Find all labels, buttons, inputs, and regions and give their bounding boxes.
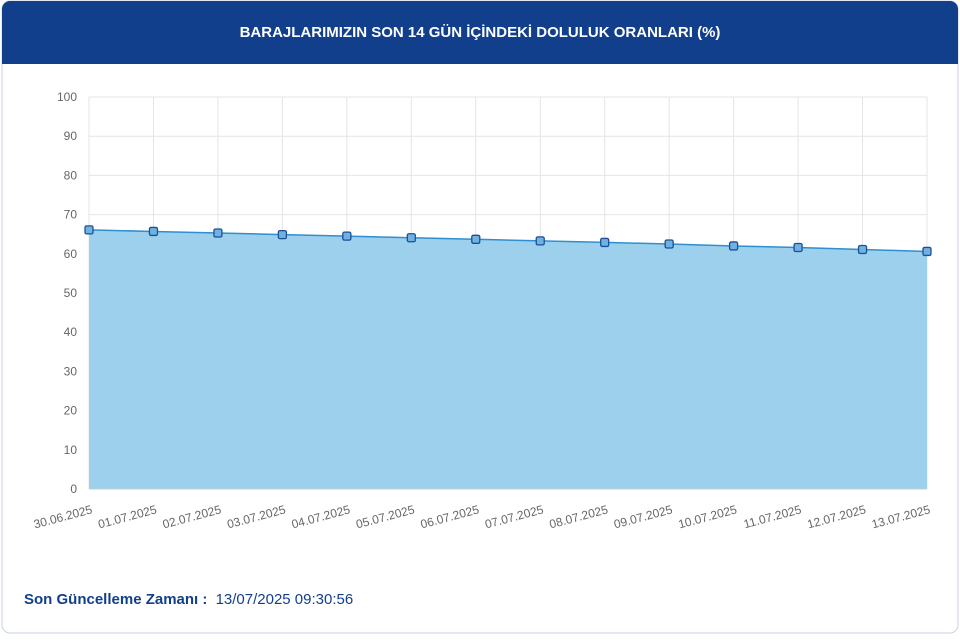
- point: [793, 242, 803, 253]
- y-tick-label: 70: [64, 208, 78, 222]
- y-tick-label: 10: [64, 443, 78, 457]
- point: [922, 246, 932, 257]
- y-tick-label: 20: [64, 404, 78, 418]
- y-tick-label: 60: [64, 247, 78, 261]
- point: [664, 239, 674, 249]
- y-tick-label: 30: [64, 364, 78, 378]
- point: [277, 229, 288, 240]
- y-tick-label: 40: [64, 325, 78, 339]
- point: [148, 226, 159, 237]
- y-tick-label: 50: [64, 286, 78, 300]
- point: [600, 237, 610, 248]
- point: [342, 231, 352, 241]
- line: [88, 229, 928, 253]
- y-tick-label: 100: [57, 90, 77, 104]
- y-tick-label: 90: [64, 129, 78, 143]
- point: [84, 225, 94, 235]
- header: [2, 1, 958, 64]
- point: [535, 236, 545, 246]
- point: [471, 234, 481, 244]
- point: [213, 228, 223, 238]
- point: [857, 244, 868, 255]
- footer-value: 13/07/2025 09:30:56: [216, 591, 354, 608]
- point: [728, 241, 739, 251]
- y-tick-label: 0: [70, 482, 77, 496]
- chart-title: BARAJLARIMIZIN SON 14 GÜN İÇİNDEKİ DOLUL…: [240, 24, 721, 41]
- area: [89, 229, 927, 489]
- y-tick-label: 80: [64, 168, 78, 182]
- footer-label: Son Güncelleme Zamanı :: [24, 591, 207, 608]
- footer: Son Güncelleme Zamanı : 13/07/2025 09:30…: [24, 591, 353, 608]
- point: [406, 233, 416, 243]
